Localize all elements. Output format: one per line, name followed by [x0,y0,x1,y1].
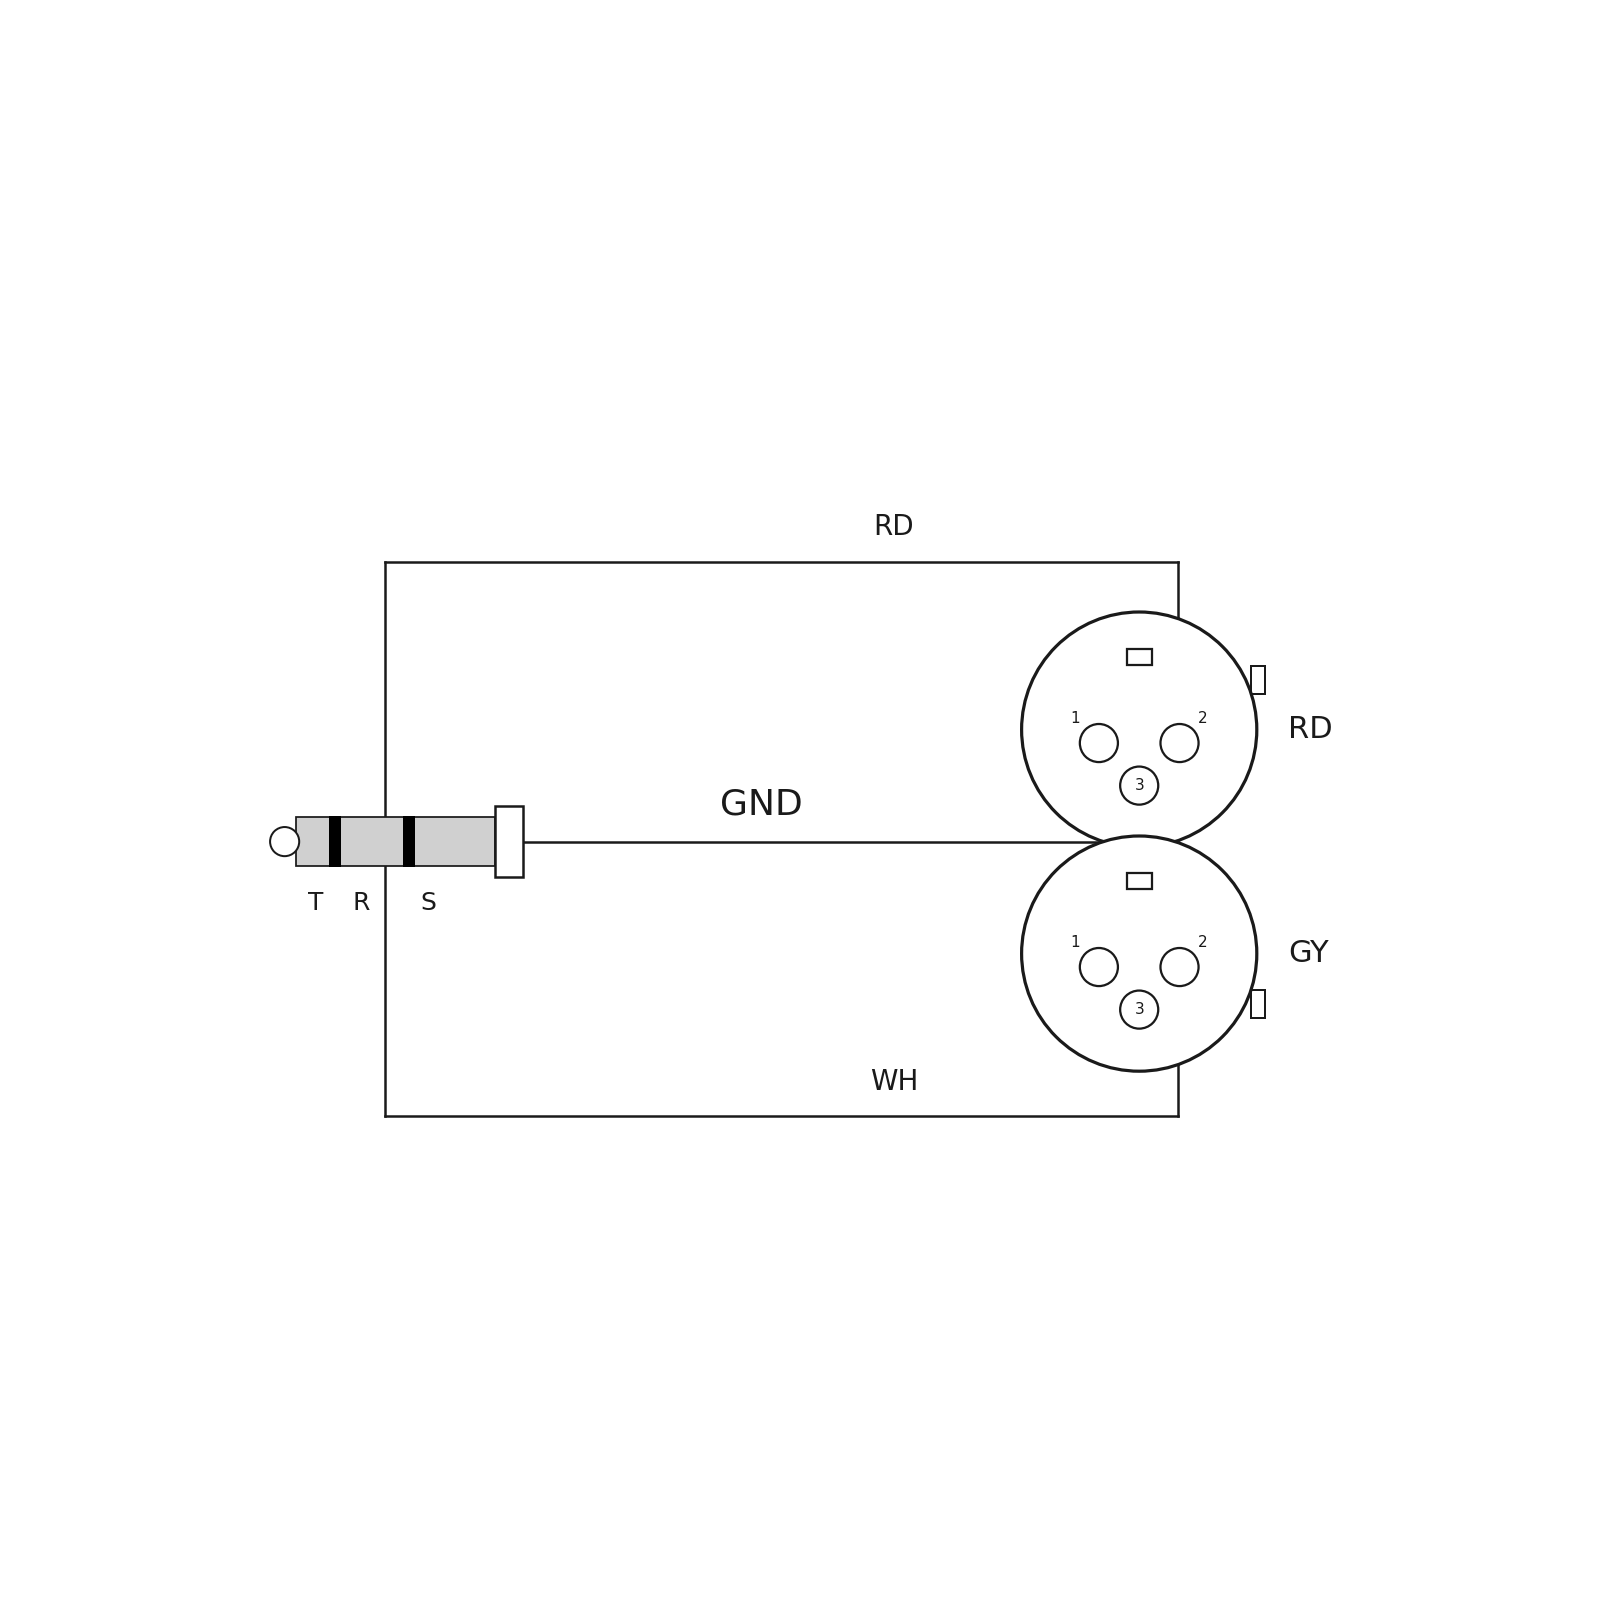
Text: WH: WH [870,1067,918,1096]
Circle shape [270,827,299,856]
Text: T: T [309,891,323,915]
Bar [1126,874,1152,890]
Text: 2: 2 [1198,934,1208,950]
Text: 3: 3 [1134,1002,1144,1018]
Circle shape [1120,766,1158,805]
Circle shape [1021,611,1256,848]
Circle shape [1120,990,1158,1029]
Bar [1126,650,1152,666]
Circle shape [1160,947,1198,986]
Text: R: R [352,891,370,915]
Text: GND: GND [720,787,803,821]
Text: 2: 2 [1198,710,1208,726]
Circle shape [1080,947,1118,986]
Circle shape [1080,723,1118,762]
Bar [330,816,341,867]
Text: S: S [421,891,435,915]
Text: RD: RD [874,514,914,541]
Bar [1251,666,1264,694]
Circle shape [1160,723,1198,762]
Text: RD: RD [1288,715,1333,744]
Text: 3: 3 [1134,778,1144,794]
Bar [496,806,523,877]
Text: 1: 1 [1070,710,1080,726]
Bar [296,818,496,866]
Bar [1251,990,1264,1018]
Text: GY: GY [1288,939,1328,968]
Circle shape [1021,835,1256,1072]
Bar [403,816,414,867]
Text: 1: 1 [1070,934,1080,950]
